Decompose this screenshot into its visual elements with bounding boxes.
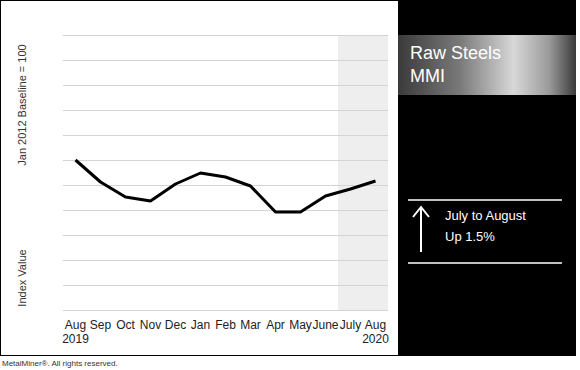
svg-text:July: July — [340, 318, 361, 332]
svg-text:June: June — [312, 318, 338, 332]
svg-text:Feb: Feb — [215, 318, 236, 332]
svg-text:Sep: Sep — [90, 318, 112, 332]
svg-text:Oct: Oct — [116, 318, 135, 332]
svg-text:Aug: Aug — [365, 318, 386, 332]
svg-text:Dec: Dec — [165, 318, 186, 332]
svg-text:Nov: Nov — [140, 318, 161, 332]
html-text:Jan 2012 Baseline = 100: Jan 2012 Baseline = 100 — [16, 44, 28, 166]
html-text:Up 1.5%: Up 1.5% — [445, 229, 495, 244]
svg-text:Jan: Jan — [191, 318, 210, 332]
html-text:MetalMiner®. All rights reserv: MetalMiner®. All rights reserved. — [2, 359, 118, 368]
html-text:July to August: July to August — [445, 208, 526, 223]
svg-text:Aug: Aug — [65, 318, 86, 332]
svg-text:Mar: Mar — [240, 318, 261, 332]
svg-text:2019: 2019 — [62, 332, 89, 346]
svg-text:2020: 2020 — [362, 332, 389, 346]
html-text:Index Value: Index Value — [16, 249, 28, 307]
svg-text:Apr: Apr — [266, 318, 285, 332]
svg-text:May: May — [289, 318, 312, 332]
html-text:Raw Steels MMI: Raw Steels MMI — [410, 43, 501, 86]
